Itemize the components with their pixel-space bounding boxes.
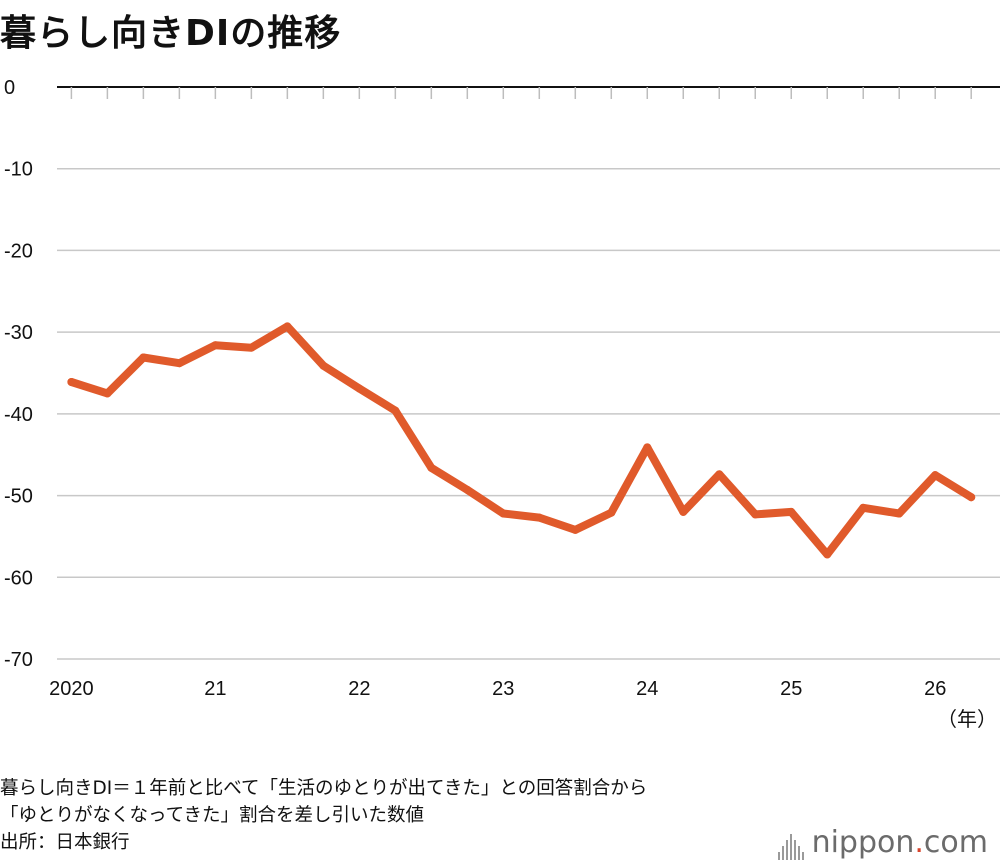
data-point [535,513,544,522]
data-point [895,509,904,518]
x-tick-marks [70,87,972,99]
x-tick-label: 25 [780,678,802,700]
y-tick-label: -20 [4,240,33,262]
y-tick-label: -10 [4,159,33,181]
x-tick-label: 2020 [49,678,94,700]
data-point [247,343,256,352]
x-tick-label: 22 [348,678,370,700]
data-point [679,507,688,516]
data-point [427,463,436,472]
data-point [931,471,940,480]
x-tick-label: 23 [492,678,514,700]
data-point [715,470,724,479]
data-point [319,361,328,370]
data-point [175,359,184,368]
y-tick-label: -30 [4,322,33,344]
logo-dot: . [914,825,924,860]
data-point [463,485,472,494]
data-point [967,493,976,502]
series-group [67,322,976,559]
chart-title: 暮らし向きDIの推移 [0,13,342,54]
y-tick-label: 0 [4,77,15,99]
x-axis-labels: 2020 21 22 23 24 25 26 [49,678,946,700]
y-tick-label: -40 [4,404,33,426]
data-point [211,341,220,350]
y-tick-label: -70 [4,649,33,671]
data-point [499,509,508,518]
y-axis-labels: 0 -10 -20 -30 -40 -50 -60 -70 [4,77,33,671]
y-tick-label: -50 [4,486,33,508]
nippon-logo: nippon. com [777,825,988,860]
data-point [823,550,832,559]
data-point [571,525,580,534]
series-line [67,322,976,559]
x-axis-unit: （年） [937,707,997,731]
data-point [751,510,760,519]
y-tick-label: -60 [4,567,33,589]
note-definition-1: 暮らし向きDI＝１年前と比べて「生活のゆとりが出てきた」との回答割合から [0,778,648,799]
data-point [391,406,400,415]
x-tick-label: 21 [204,678,226,700]
data-point [67,377,76,386]
data-point [283,322,292,331]
data-point [787,507,796,516]
data-point [643,443,652,452]
data-point [859,503,868,512]
logo-tld: com [923,825,988,860]
data-point [355,384,364,393]
grid-lines [57,86,1000,660]
data-point [139,353,148,362]
note-definition-2: 「ゆとりがなくなってきた」割合を差し引いた数値 [0,805,425,826]
data-point [103,389,112,398]
note-source: 出所：日本銀行 [0,832,130,853]
logo-bars-icon [777,834,804,860]
x-tick-label: 24 [636,678,658,700]
logo-name: nippon [811,825,915,860]
x-tick-label: 26 [924,678,946,700]
data-point [607,508,616,517]
